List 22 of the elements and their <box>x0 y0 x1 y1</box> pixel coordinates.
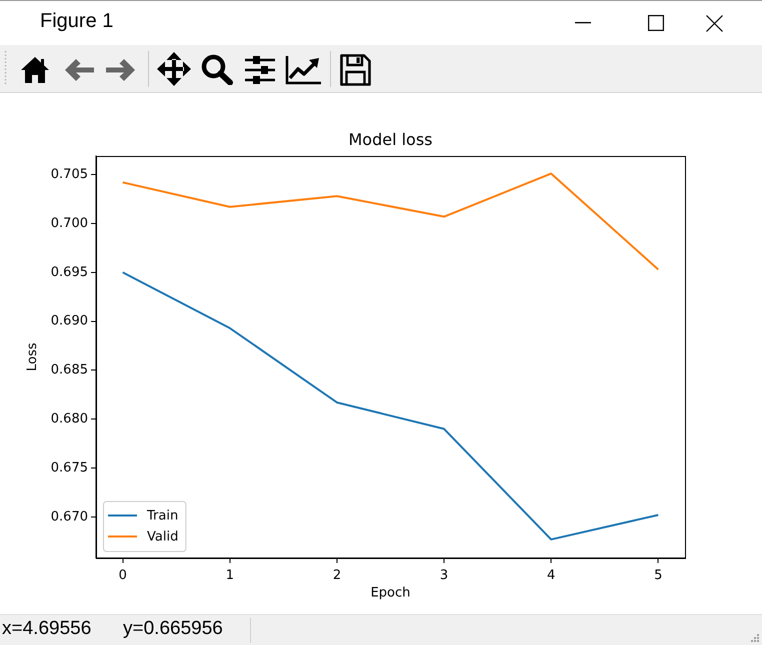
y-tick-label: 0.680 <box>50 411 88 426</box>
y-tick-label: 0.690 <box>50 314 88 329</box>
x-axis-title: Epoch <box>370 586 410 601</box>
y-tick-label: 0.675 <box>50 460 88 476</box>
y-tick-label: 0.700 <box>50 216 88 231</box>
x-tick-label: 0 <box>118 568 127 584</box>
text: x=4.69556 <box>2 618 92 640</box>
chart-title: Model loss <box>348 130 433 150</box>
legend-label: Train <box>146 508 178 524</box>
y-tick-label: 0.695 <box>50 264 88 280</box>
y-axis-title: Loss <box>25 342 40 372</box>
x-tick-label: 5 <box>654 568 662 584</box>
x-tick-label: 2 <box>332 568 342 584</box>
legend-label: Valid <box>147 529 178 544</box>
y-tick-label: 0.685 <box>50 362 88 378</box>
x-tick-label: 4 <box>546 568 556 584</box>
caption: Figure 1 <box>40 10 114 33</box>
y-tick-label: 0.670 <box>50 509 88 524</box>
text: y=0.665956 <box>123 618 223 640</box>
x-tick-label: 1 <box>226 568 234 584</box>
y-tick-label: 0.705 <box>50 166 88 182</box>
x-tick-label: 3 <box>440 568 448 584</box>
